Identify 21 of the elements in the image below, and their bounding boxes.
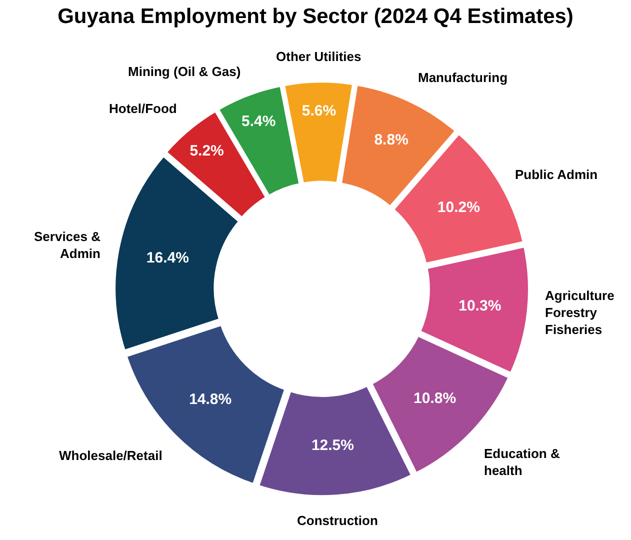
data-label: 5.6% <box>302 102 336 120</box>
data-label: 14.8% <box>189 391 232 408</box>
data-label: 8.8% <box>374 131 408 148</box>
data-label: 12.5% <box>311 437 354 454</box>
slice-label: Other Utilities <box>276 49 362 64</box>
data-label: 5.4% <box>241 113 276 130</box>
data-label: 16.4% <box>146 250 189 267</box>
slice-label: Construction <box>297 513 378 528</box>
slice-label: Agriculture Forestry Fisheries <box>545 288 614 337</box>
slice-label: Public Admin <box>515 167 598 182</box>
slice-label: Wholesale/Retail <box>59 448 162 463</box>
slice-label: Manufacturing <box>418 70 508 85</box>
slice-label: Mining (Oil & Gas) <box>128 64 241 79</box>
data-label: 10.3% <box>458 297 502 314</box>
slice-label: Hotel/Food <box>109 101 177 116</box>
slice-label: Education & health <box>484 446 560 478</box>
chart-title: Guyana Employment by Sector (2024 Q4 Estimates) <box>58 4 574 28</box>
slice-label: Services & Admin <box>34 229 101 261</box>
data-label: 5.2% <box>190 142 224 160</box>
data-label: 10.2% <box>437 198 480 216</box>
data-label: 10.8% <box>414 390 456 407</box>
